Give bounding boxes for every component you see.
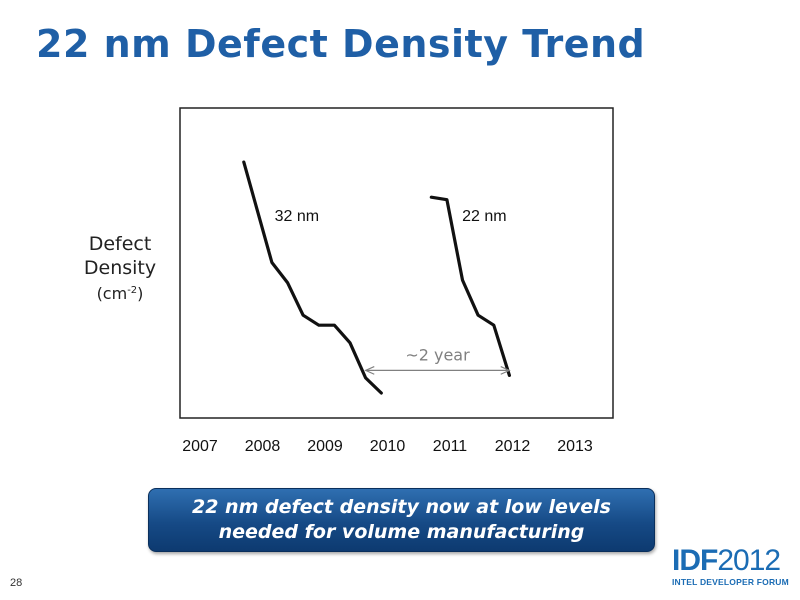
series-line-22-nm [429,195,511,377]
y-axis-label-line1: Defect [88,233,152,255]
x-tick-label: 2013 [557,438,593,455]
logo-bold-text: IDF [672,544,718,577]
series-label: 32 nm [275,208,319,225]
x-tick-label: 2010 [370,438,406,455]
y-axis-unit-base: (cm [96,284,128,303]
x-tick-label: 2007 [182,438,218,455]
y-axis-unit: (cm-2) [70,280,170,305]
logo-tagline: INTEL DEVELOPER FORUM [672,577,789,587]
y-axis-label-line2: Density [83,257,157,279]
callout-line1: 22 nm defect density now at low levels [191,496,611,518]
logo-year-text: 2012 [717,544,781,577]
series-label: 22 nm [462,208,506,225]
page-number: 28 [10,577,23,589]
x-tick-label: 2012 [495,438,531,455]
callout-line2: needed for volume manufacturing [218,521,585,543]
callout-banner: 22 nm defect density now at low levels n… [148,488,655,552]
y-axis-unit-exponent: -2 [127,285,138,296]
annotation-label: ~2 year [405,345,470,364]
series-line-32-nm [242,160,383,395]
page-title: 22 nm Defect Density Trend [36,22,646,66]
y-axis-unit-close: ) [137,284,144,303]
logo-mark: IDF2012 [672,546,786,576]
plot-frame [179,107,614,419]
y-axis-label: Defect Density (cm-2) [70,232,170,305]
idf-logo: IDF2012 INTEL DEVELOPER FORUM [672,546,789,588]
x-tick-label: 2008 [245,438,281,455]
x-tick-label: 2009 [307,438,343,455]
x-tick-label: 2011 [433,438,468,455]
